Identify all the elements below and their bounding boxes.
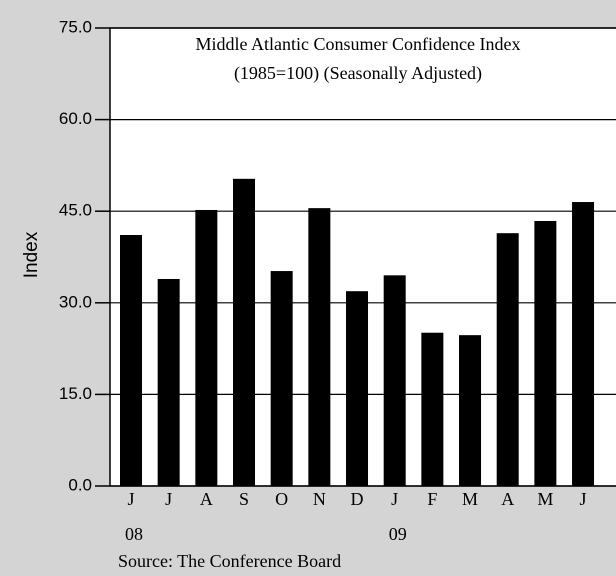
bar <box>496 233 519 486</box>
source: Source: The Conference Board <box>118 551 341 571</box>
bar <box>308 208 331 486</box>
y-axis-label: Index <box>21 231 42 278</box>
bar <box>421 332 444 486</box>
bar <box>572 202 595 487</box>
x-tick-label: M <box>462 489 478 509</box>
x-tick-label: J <box>127 489 134 509</box>
x-year-label: 09 <box>389 524 407 544</box>
x-year-label: 08 <box>125 524 143 544</box>
x-tick-label: J <box>580 489 587 509</box>
y-tick-label: 15.0 <box>59 384 92 403</box>
bar <box>195 209 218 486</box>
x-tick-label: A <box>200 489 213 509</box>
bar <box>534 220 557 486</box>
bar <box>270 271 293 486</box>
bar <box>459 335 482 486</box>
chart-title: Middle Atlantic Consumer Confidence Inde… <box>196 34 521 54</box>
x-tick-label: F <box>427 489 437 509</box>
bar <box>346 291 369 486</box>
x-tick-label: J <box>165 489 172 509</box>
bar <box>383 275 406 486</box>
x-tick-label: M <box>537 489 553 509</box>
x-tick-label: O <box>275 489 288 509</box>
bar <box>120 235 142 486</box>
y-tick-label: 60.0 <box>59 109 92 128</box>
x-tick-label: D <box>351 489 364 509</box>
x-tick-label: J <box>391 489 398 509</box>
x-tick-label: N <box>313 489 326 509</box>
x-tick-label: A <box>501 489 514 509</box>
x-tick-label: S <box>239 489 249 509</box>
y-tick-label: 45.0 <box>59 201 92 220</box>
bar <box>233 178 256 487</box>
y-tick-label: 75.0 <box>59 17 92 36</box>
y-tick-label: 0.0 <box>68 475 92 494</box>
chart-subtitle: (1985=100) (Seasonally Adjusted) <box>234 63 482 84</box>
y-tick-label: 30.0 <box>59 292 92 311</box>
bar <box>157 278 180 486</box>
